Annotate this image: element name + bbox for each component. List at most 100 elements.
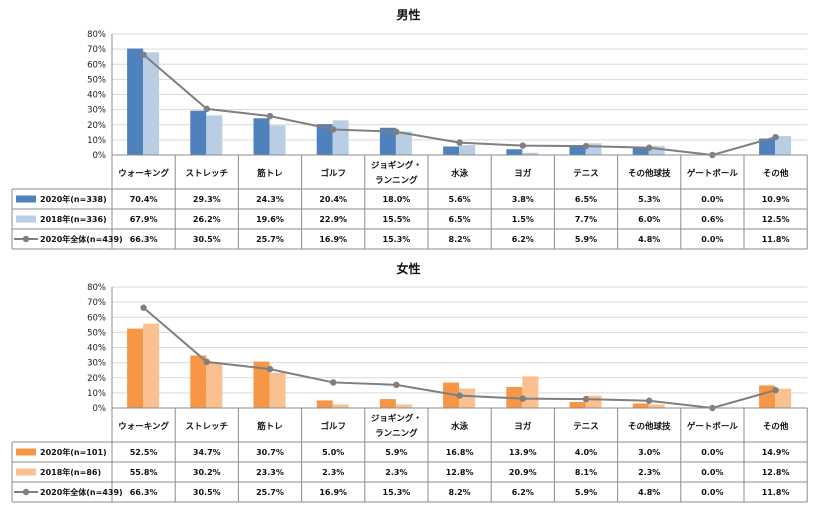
line-point <box>330 126 337 133</box>
legend-swatch <box>16 468 36 476</box>
data-label: 12.8% <box>446 468 474 477</box>
category-label: テニス <box>573 169 599 179</box>
data-label: 5.9% <box>575 235 597 244</box>
y-tick-label: 40% <box>87 91 106 101</box>
category-label: 水泳 <box>450 168 469 179</box>
category-label: その他球技 <box>628 421 671 432</box>
data-label: 30.7% <box>256 448 284 457</box>
category-label: ゴルフ <box>320 168 346 179</box>
data-label: 8.2% <box>449 488 471 497</box>
legend-marker <box>22 235 30 243</box>
data-label: 6.2% <box>512 235 534 244</box>
data-label: 52.5% <box>130 448 158 457</box>
chart-female: 女性 0% 10% 20% 30% 40% 50% 60% 70% 80% ウォーキング ストレッチ… <box>0 253 817 506</box>
bar <box>332 404 349 408</box>
category-label: ランニング <box>375 175 418 186</box>
data-label: 30.5% <box>193 235 221 244</box>
data-label: 14.9% <box>762 448 790 457</box>
legend-swatch <box>16 448 36 456</box>
line-point <box>582 395 590 403</box>
line-point <box>646 397 653 404</box>
data-label: 25.7% <box>256 488 284 497</box>
y-tick-label: 60% <box>87 60 106 70</box>
bar <box>206 362 223 408</box>
line-point <box>266 112 274 120</box>
line-point <box>772 133 779 141</box>
line-point <box>266 365 274 373</box>
y-tick-label: 70% <box>87 298 106 308</box>
bar <box>127 328 144 408</box>
bar <box>395 131 412 155</box>
data-label: 20.9% <box>509 468 537 477</box>
bar <box>190 110 207 155</box>
bar <box>585 143 602 155</box>
bar <box>395 404 412 408</box>
bar <box>316 400 333 408</box>
data-label: 16.8% <box>446 448 474 457</box>
data-label: 16.9% <box>319 235 347 244</box>
legend-label: 2018年(n=336) <box>40 214 107 224</box>
y-tick-label: 60% <box>87 313 106 323</box>
chart-title: 男性 <box>396 8 421 22</box>
bar <box>648 404 665 408</box>
legend-label: 2020年(n=101) <box>40 447 107 457</box>
y-tick-label: 0% <box>93 151 107 161</box>
data-label: 30.5% <box>193 488 221 497</box>
category-label: ストレッチ <box>186 169 229 179</box>
data-label: 55.8% <box>130 468 158 477</box>
data-label: 12.8% <box>762 468 790 477</box>
data-label: 18.0% <box>383 195 411 204</box>
data-label: 0.0% <box>701 488 723 497</box>
bar <box>632 146 649 155</box>
data-label: 2.3% <box>385 468 407 477</box>
bar <box>569 401 586 408</box>
bar <box>522 152 539 155</box>
bar <box>269 125 286 155</box>
data-label: 70.4% <box>130 195 158 204</box>
data-label: 66.3% <box>130 488 158 497</box>
bar <box>522 376 539 408</box>
bar <box>190 355 207 408</box>
data-label: 0.0% <box>701 195 723 204</box>
data-label: 16.9% <box>319 488 347 497</box>
data-label: 11.8% <box>762 488 790 497</box>
data-label: 25.7% <box>256 235 284 244</box>
line-point <box>330 379 337 386</box>
category-label: ウォーキング <box>118 168 169 179</box>
data-label: 15.5% <box>383 215 411 224</box>
y-tick-label: 20% <box>87 374 106 384</box>
data-label: 34.7% <box>193 448 221 457</box>
category-label: ウォーキング <box>118 421 169 432</box>
data-label: 8.1% <box>575 468 597 477</box>
line-point <box>393 381 400 389</box>
data-label: 29.3% <box>193 195 221 204</box>
line-point <box>140 304 147 311</box>
bar <box>759 138 776 155</box>
bar <box>379 399 396 408</box>
category-label: 水泳 <box>450 421 469 432</box>
bar <box>648 145 665 155</box>
bar <box>127 48 144 155</box>
bar <box>316 124 333 155</box>
y-tick-label: 40% <box>87 344 106 354</box>
data-label: 6.5% <box>449 215 471 224</box>
bar <box>775 136 792 155</box>
legend-label: 2018年(n=86) <box>40 467 101 477</box>
line-point <box>582 142 590 150</box>
category-label: ヨガ <box>514 168 532 179</box>
category-label: その他球技 <box>628 168 671 179</box>
y-tick-label: 30% <box>87 106 106 116</box>
legend-marker <box>22 488 30 496</box>
bar <box>459 388 476 408</box>
y-tick-label: 10% <box>87 389 106 399</box>
bar <box>632 403 649 408</box>
category-label: ゴルフ <box>320 421 346 432</box>
category-label: その他 <box>763 421 789 432</box>
category-label: テニス <box>573 422 599 432</box>
data-label: 66.3% <box>130 235 158 244</box>
data-label: 4.8% <box>638 488 660 497</box>
category-label: ヨガ <box>514 421 532 432</box>
data-label: 7.7% <box>575 215 597 224</box>
category-label: ジョギング・ <box>371 160 422 171</box>
data-label: 5.6% <box>449 195 471 204</box>
